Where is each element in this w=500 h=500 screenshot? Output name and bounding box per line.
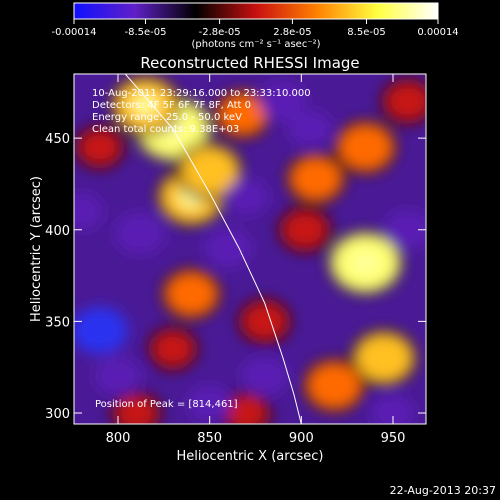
coldspot <box>187 385 232 423</box>
coldspot <box>94 356 142 397</box>
peak-position-label: Position of Peak = [814,461] <box>95 399 238 410</box>
hotspot <box>226 395 267 424</box>
hotspot-core <box>350 250 381 276</box>
colorbar-tick-label: 8.5e-05 <box>347 27 385 38</box>
annotation-time-range: 10-Aug-2011 23:29:16.000 to 23:33:10.000 <box>92 88 311 99</box>
coldspot <box>204 228 252 268</box>
colorbar-unit: (photons cm⁻² s⁻¹ asec⁻²) <box>191 39 320 50</box>
coldspot <box>384 210 426 250</box>
colorbar-tick-label: -8.5e-05 <box>125 27 167 38</box>
x-tick-label: 850 <box>197 431 222 446</box>
coldspot <box>115 212 165 255</box>
coldspot <box>288 110 333 148</box>
colorbar-ticks: -0.00014 -8.5e-05 -2.8e-05 2.8e-05 8.5e-05 0.… <box>52 19 459 38</box>
hotspot <box>116 395 157 424</box>
x-tick-label: 800 <box>106 431 131 446</box>
hotspot <box>355 334 412 382</box>
coldspot <box>74 306 128 355</box>
hotspot <box>79 130 120 165</box>
colorbar <box>73 2 439 20</box>
plot-area: 800 850 900 950 300 350 400 450 10-Aug-2011 23:… <box>45 73 427 446</box>
coldspot <box>241 356 289 397</box>
x-tick-label: 900 <box>289 431 314 446</box>
hotspot <box>219 94 267 135</box>
colorbar-tick-label: -0.00014 <box>52 27 97 38</box>
colorbar-tick-label: 0.00014 <box>417 27 458 38</box>
annotation-detectors: Detectors: 4F 5F 6F 7F 8F, Att 0 <box>92 100 251 111</box>
colorbar-tick-label: 2.8e-05 <box>273 27 311 38</box>
hotspot <box>385 83 426 120</box>
hotspot <box>283 211 327 249</box>
y-axis-label: Heliocentric Y (arcsec) <box>29 176 44 322</box>
hotspot <box>166 272 217 315</box>
hotspot <box>242 302 287 340</box>
coldspot <box>371 394 415 424</box>
chart-title: Reconstructed RHESSI Image <box>140 54 359 72</box>
hotspot <box>152 331 194 367</box>
y-tick-label: 450 <box>45 132 70 147</box>
y-tick-label: 400 <box>45 224 70 239</box>
solar-limb-curve <box>124 74 302 424</box>
hotspot <box>307 363 361 408</box>
coldspot <box>74 193 104 230</box>
colorbar-tick-label: -2.8e-05 <box>199 27 241 38</box>
axis-ticks: 800 850 900 950 300 350 400 450 <box>45 74 426 446</box>
annotation-counts: Clean total counts: 9.38E+03 <box>92 124 239 135</box>
plot-frame <box>73 73 427 425</box>
y-tick-label: 300 <box>45 407 70 422</box>
coldspot <box>259 81 307 122</box>
hotspot <box>291 157 341 200</box>
x-axis-label: Heliocentric X (arcsec) <box>177 449 324 464</box>
hotspot <box>181 147 238 195</box>
coldspot <box>224 178 269 216</box>
y-tick-label: 350 <box>45 315 70 330</box>
hotspot-core <box>132 93 159 117</box>
hotspot <box>338 125 393 170</box>
annotation-energy: Energy range: 25.0 - 50.0 keV <box>92 112 242 123</box>
footer-date: 22-Aug-2013 20:37 <box>390 484 496 497</box>
x-tick-label: 950 <box>381 431 406 446</box>
